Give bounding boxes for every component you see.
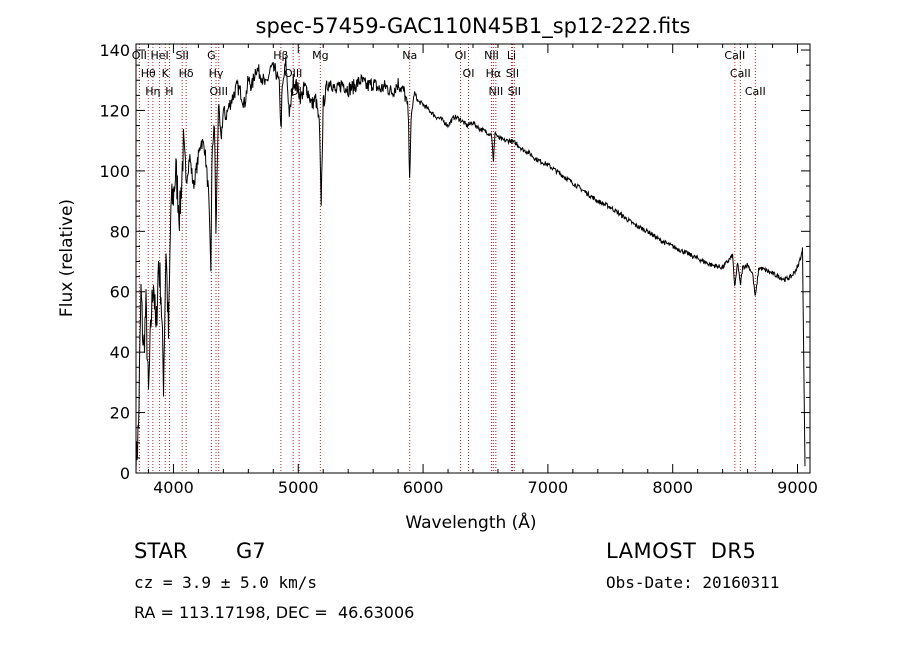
line-marker-label: SII [506,67,519,80]
y-tick-label: 80 [110,222,130,241]
line-marker-label: SII [175,49,188,62]
line-marker-label: OIII [290,85,308,98]
line-markers [138,44,756,473]
y-axis-label: Flux (relative) [57,199,77,317]
line-marker-label: OII [132,49,147,62]
spectrum-series [135,56,806,474]
line-marker-label: Li [507,49,516,62]
line-marker-label: OIII [210,85,228,98]
line-marker-label: OI [463,67,475,80]
line-marker-label: SII [508,85,521,98]
line-marker-label: OIII [284,67,302,80]
line-marker-label: OI [455,49,467,62]
line-marker-label: H [165,85,173,98]
object-type: STAR [134,539,188,563]
y-tick-label: 140 [99,41,130,60]
line-marker-label: Hδ [179,67,194,80]
spectrum-line [135,56,806,474]
observation-date: Obs-Date: 20160311 [606,573,780,592]
object-class: G7 [236,539,266,563]
line-marker-label: Hα [486,67,502,80]
y-tick-label: 120 [99,101,130,120]
line-marker-label: Mg [312,49,328,62]
line-marker-label: Hγ [209,67,224,80]
ra-dec-coordinates: RA = 113.17198, DEC = 46.63006 [134,603,415,622]
x-tick-label: 6000 [403,478,444,497]
line-marker-label: Hβ [273,49,288,62]
line-marker-label: G [207,49,216,62]
y-tick-label: 100 [99,162,130,181]
line-marker-labels: OII Hθ Hη HeI KH SII Hδ G Hγ OIII Hβ OIII OIII Mg Na OI… [132,49,766,98]
line-marker-label: Na [402,49,417,62]
x-tick-label: 8000 [652,478,693,497]
line-marker-label: HeI [150,49,168,62]
x-tick-label: 5000 [278,478,319,497]
x-tick-label: 4000 [153,478,194,497]
line-marker-label: K [162,67,170,80]
line-marker-label: NII [488,85,503,98]
y-tick-label: 60 [110,283,130,302]
line-marker-label: CaII [745,85,766,98]
plot-frame [135,43,811,474]
line-marker-label: Hη [145,85,160,98]
y-tick-label: 20 [110,404,130,423]
x-axis-label: Wavelength (Å) [405,511,536,533]
x-tick-label: 9000 [777,478,818,497]
line-marker-label: CaII [730,67,751,80]
y-tick-label: 0 [120,464,130,483]
axis-ticks: 4000 5000 6000 7000 8000 9000 0 20 40 60 80 100 120 1… [99,41,817,497]
survey-name: LAMOST DR5 [606,539,757,563]
line-marker-label: NII [484,49,499,62]
line-marker-label: CaII [724,49,745,62]
y-tick-label: 40 [110,343,130,362]
x-tick-label: 7000 [528,478,569,497]
line-marker-label: Hθ [141,67,156,80]
chart-title: spec-57459-GAC110N45B1_sp12-222.fits [256,14,691,39]
redshift-cz: cz = 3.9 ± 5.0 km/s [134,573,318,592]
